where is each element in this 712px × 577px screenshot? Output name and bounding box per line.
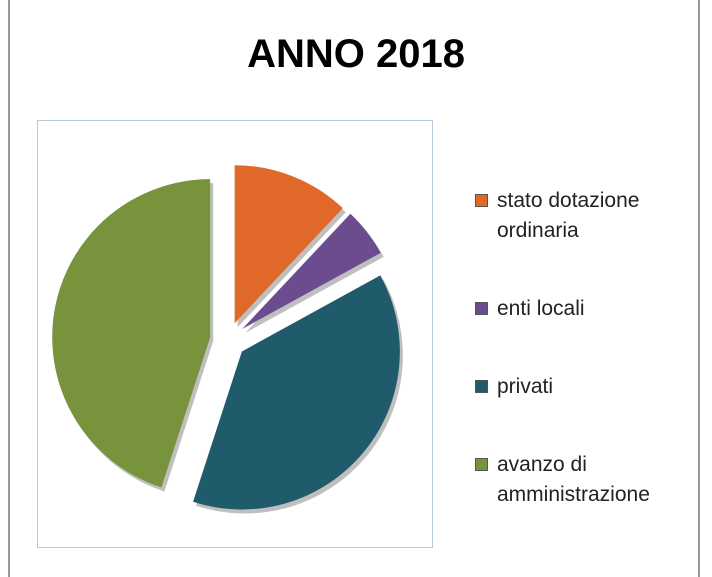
- legend-entry: avanzo di amministrazione: [475, 450, 697, 510]
- chart-title: ANNO 2018: [247, 32, 465, 76]
- legend-label: stato dotazione ordinaria: [497, 189, 640, 242]
- plot-area: [37, 120, 433, 548]
- pie-slice: [52, 179, 211, 488]
- legend: stato dotazione ordinaria enti locali priv…: [475, 186, 695, 510]
- legend-swatch: [475, 302, 488, 315]
- legend-entry: enti locali: [475, 294, 697, 324]
- legend-entry: stato dotazione ordinaria: [475, 186, 697, 246]
- legend-label: avanzo di amministrazione: [497, 453, 650, 506]
- pie-slice: [242, 213, 381, 329]
- legend-swatch: [475, 194, 488, 207]
- legend-entry: privati: [475, 372, 697, 402]
- pie-slice: [193, 275, 400, 510]
- legend-label: privati: [497, 375, 554, 398]
- pie-slice: [234, 165, 343, 324]
- frame: [8, 0, 700, 577]
- legend-swatch: [475, 458, 488, 471]
- legend-swatch: [475, 380, 488, 393]
- legend-label: enti locali: [497, 297, 585, 320]
